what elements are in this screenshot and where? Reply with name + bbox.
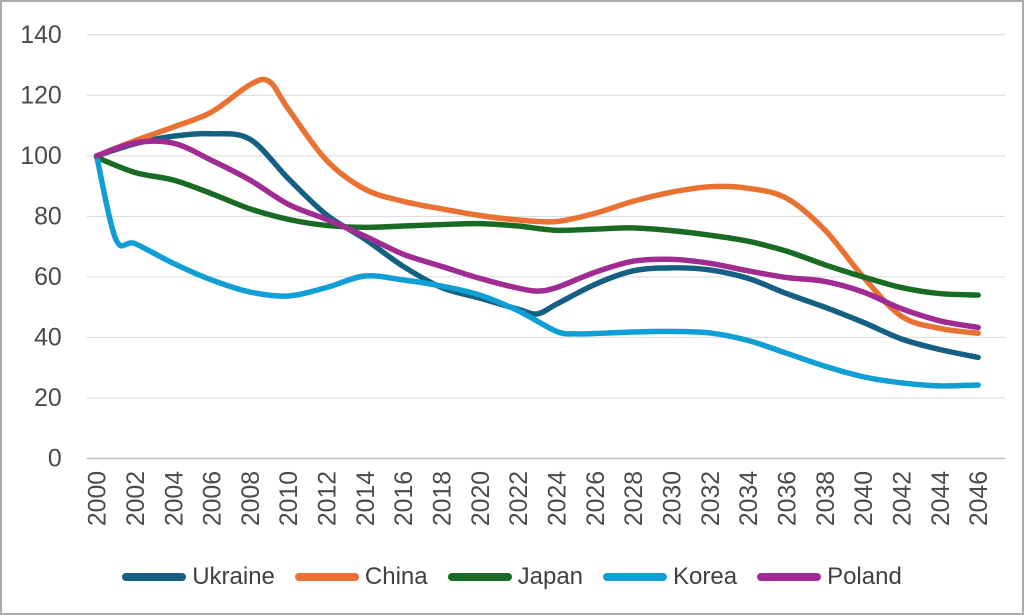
x-axis-tick-label-2008: 2008 — [237, 471, 265, 526]
x-axis-tick-label-2012: 2012 — [314, 471, 342, 526]
legend-item-poland: Poland — [757, 562, 902, 590]
legend-label-korea: Korea — [673, 562, 738, 590]
x-axis-tick-label-2024: 2024 — [543, 471, 571, 526]
x-axis-tick-label-2006: 2006 — [199, 471, 227, 526]
y-axis-tick-label-60: 60 — [34, 263, 62, 291]
legend-label-japan: Japan — [517, 562, 584, 590]
x-axis-tick-label-2034: 2034 — [735, 471, 763, 526]
chart-legend: Ukraine China Japan Korea Poland — [2, 559, 1022, 595]
legend-label-china: China — [364, 562, 428, 590]
legend-item-korea: Korea — [603, 562, 738, 590]
legend-label-poland: Poland — [827, 562, 902, 590]
y-axis-tick-label-40: 40 — [34, 323, 62, 351]
legend-swatch-china — [294, 572, 359, 581]
legend-item-japan: Japan — [447, 562, 584, 590]
series-line-japan — [93, 154, 981, 298]
x-axis-tick-label-2026: 2026 — [582, 471, 610, 526]
x-axis-tick-label-2042: 2042 — [888, 471, 916, 526]
series-line-ukraine — [93, 130, 981, 361]
x-axis-tick-label-2028: 2028 — [620, 471, 648, 526]
x-axis-tick-label-2016: 2016 — [390, 471, 418, 526]
x-axis-tick-label-2004: 2004 — [160, 471, 188, 526]
x-axis-tick-label-2046: 2046 — [965, 471, 993, 526]
x-axis-tick-label-2038: 2038 — [812, 471, 840, 526]
x-axis-tick-label-2040: 2040 — [850, 471, 878, 526]
legend-swatch-japan — [447, 572, 512, 581]
series-line-korea — [93, 153, 981, 389]
x-axis-tick-label-2030: 2030 — [659, 471, 687, 526]
y-axis-tick-label-100: 100 — [20, 142, 62, 170]
y-axis-tick-label-20: 20 — [34, 384, 62, 412]
x-axis-tick-label-2014: 2014 — [352, 471, 380, 526]
x-axis-tick-label-2018: 2018 — [429, 471, 457, 526]
x-axis-tick-label-2002: 2002 — [122, 471, 150, 526]
legend-swatch-ukraine — [122, 572, 187, 581]
y-axis-tick-label-140: 140 — [20, 21, 62, 49]
legend-item-ukraine: Ukraine — [122, 562, 275, 590]
x-axis-tick-label-2036: 2036 — [773, 471, 801, 526]
legend-swatch-korea — [603, 572, 668, 581]
y-axis-tick-label-120: 120 — [20, 81, 62, 109]
y-axis-tick-label-80: 80 — [34, 202, 62, 230]
x-axis-tick-label-2022: 2022 — [505, 471, 533, 526]
x-axis-tick-label-2032: 2032 — [697, 471, 725, 526]
x-axis-tick-label-2020: 2020 — [467, 471, 495, 526]
legend-swatch-poland — [757, 572, 822, 581]
series-line-china — [93, 76, 981, 336]
x-axis-tick-label-2044: 2044 — [927, 471, 955, 526]
y-axis-tick-label-0: 0 — [48, 445, 62, 473]
legend-label-ukraine: Ukraine — [192, 562, 275, 590]
x-axis-tick-label-2000: 2000 — [84, 471, 112, 526]
x-axis-tick-label-2010: 2010 — [275, 471, 303, 526]
series-line-poland — [93, 138, 981, 331]
legend-item-china: China — [294, 562, 428, 590]
